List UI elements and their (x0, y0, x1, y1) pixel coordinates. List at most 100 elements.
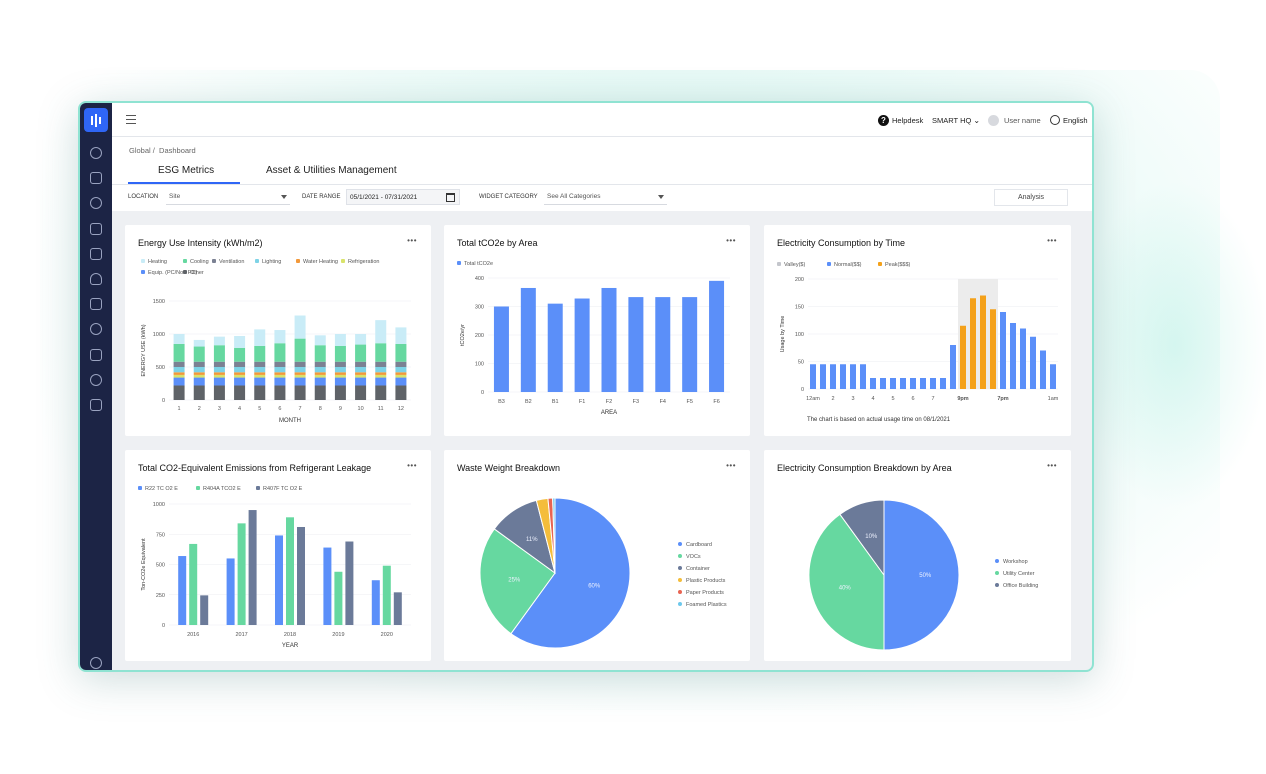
people-icon[interactable] (90, 323, 102, 335)
y-tick-label: 0 (481, 390, 484, 396)
chart-icon[interactable] (90, 197, 102, 209)
bar-segment (294, 377, 306, 386)
legend-swatch (827, 262, 831, 266)
widget-category-select[interactable]: See All Categories (544, 189, 667, 205)
home-icon[interactable] (90, 172, 102, 184)
card-energy-use: Energy Use Intensity (kWh/m2) ••• 0 500 10… (125, 225, 431, 436)
bar-segment (193, 339, 205, 347)
tco2e-chart: 0 100 200 300 400 tCO2e/yr AREA Total tCO2e B3 B2… (457, 261, 730, 416)
y-axis-label: tCO2e/yr (460, 324, 466, 346)
bar-segment (193, 372, 205, 375)
bar-segment (234, 385, 246, 400)
bar (297, 526, 305, 625)
helpdesk-link[interactable]: ? Helpdesk (878, 103, 923, 137)
date-range-input[interactable]: 05/1/2021 - 07/31/2021 (346, 189, 460, 205)
analysis-button[interactable]: Analysis (994, 189, 1068, 206)
bar-segment (193, 367, 205, 373)
legend-label: Water Heating (303, 259, 338, 265)
bar-segment (274, 377, 286, 386)
y-tick-label: 0 (162, 623, 165, 629)
bar (820, 364, 826, 389)
bar-segment (274, 385, 286, 400)
bar-segment (334, 345, 346, 362)
breadcrumb-root[interactable]: Global (129, 146, 151, 155)
site-selector[interactable]: SMART HQ ⌄ (932, 115, 981, 125)
y-axis-label: Usage by Time (780, 316, 786, 353)
bar (910, 378, 916, 389)
more-icon[interactable]: ••• (407, 461, 417, 470)
user-menu[interactable]: User name (988, 103, 1041, 137)
legend-label: R22 TC O2 E (145, 486, 178, 492)
globe-icon[interactable] (90, 147, 102, 159)
bar-segment (375, 385, 387, 400)
legend-label: Total tCO2e (464, 261, 493, 267)
document-icon[interactable] (90, 223, 102, 235)
bar-segment (355, 361, 367, 367)
bar-segment (274, 372, 286, 375)
legend-swatch (678, 554, 682, 558)
shield-icon[interactable] (90, 273, 102, 285)
bar-segment (375, 372, 387, 375)
app-logo[interactable] (84, 108, 108, 132)
bar-segment (234, 361, 246, 367)
more-icon[interactable]: ••• (726, 461, 736, 470)
legend-swatch (256, 486, 260, 490)
legend-swatch (141, 259, 145, 263)
bar-segment (173, 343, 185, 362)
bar-segment (234, 374, 246, 378)
grid-icon[interactable] (90, 248, 102, 260)
bar-segment (173, 372, 185, 375)
bar-segment (193, 361, 205, 367)
bar-segment (234, 377, 246, 386)
legend-swatch (995, 559, 999, 563)
warning-icon[interactable] (90, 349, 102, 361)
y-tick-label: 100 (475, 362, 484, 368)
more-icon[interactable]: ••• (407, 236, 417, 245)
bar-segment (193, 374, 205, 378)
bar-segment (355, 385, 367, 400)
tab-esg-metrics[interactable]: ESG Metrics (128, 165, 240, 184)
bar (990, 309, 996, 389)
y-axis-label: Ton-CO2e Equivalent (141, 538, 147, 591)
bar (1000, 312, 1006, 389)
more-icon[interactable]: ••• (1047, 236, 1057, 245)
bar-segment (274, 330, 286, 344)
calendar-icon[interactable] (446, 193, 455, 202)
y-tick-label: 200 (475, 333, 484, 339)
bar-segment (173, 334, 185, 344)
menu-icon[interactable] (126, 115, 136, 124)
help-icon: ? (878, 114, 889, 126)
list-icon[interactable] (90, 298, 102, 310)
bar-segment (395, 377, 407, 386)
bar-segment (375, 343, 387, 362)
more-icon[interactable]: ••• (1047, 461, 1057, 470)
card-refrigerant: Total CO2-Equivalent Emissions from Refr… (125, 450, 431, 661)
x-tick-label: 2016 (187, 632, 199, 638)
x-tick-label: 2017 (235, 632, 247, 638)
more-icon[interactable]: ••• (726, 236, 736, 245)
bar (178, 556, 187, 625)
card-title: Electricity Consumption Breakdown by Are… (777, 463, 952, 473)
bar-segment (213, 361, 225, 367)
bar-segment (254, 367, 266, 373)
x-tick-label: 11 (378, 406, 384, 412)
bar-segment (234, 335, 246, 348)
card-title: Waste Weight Breakdown (457, 463, 561, 473)
language-selector[interactable]: English (1050, 103, 1088, 137)
x-tick-label: 1 (178, 406, 181, 412)
bar-segment (254, 329, 266, 346)
bar-segment (213, 372, 225, 375)
bar (940, 378, 946, 389)
bar (237, 523, 246, 625)
legend-label: R407F TC O2 E (263, 486, 303, 492)
settings-icon[interactable] (90, 657, 102, 669)
x-tick-label: 3 (851, 396, 854, 402)
leaf-icon[interactable] (90, 374, 102, 386)
waste-chart: 60% 25% 11% Cardboard VOCs Container Plastic P… (479, 497, 727, 649)
card-electricity-time: Electricity Consumption by Time ••• 0 50 1… (764, 225, 1071, 436)
apps-icon[interactable] (90, 399, 102, 411)
location-select[interactable]: Site (166, 189, 290, 205)
bar-segment (375, 367, 387, 373)
bar-segment (294, 338, 306, 362)
tab-asset-utilities[interactable]: Asset & Utilities Management (266, 165, 397, 176)
